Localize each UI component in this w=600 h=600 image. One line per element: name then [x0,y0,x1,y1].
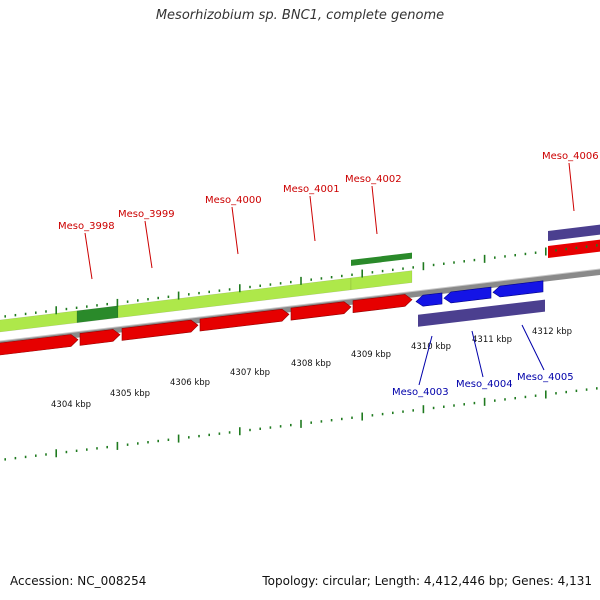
forward-gene-arrow[interactable] [0,334,79,356]
ruler-label: 4312 kbp [532,327,572,337]
ruler-label: 4304 kbp [51,400,91,410]
forward-gene-label[interactable]: Meso_4006 [542,151,599,162]
forward-cds-segment[interactable] [350,270,413,291]
ruler-label: 4309 kbp [351,350,391,360]
forward-gene-arrow[interactable] [548,239,600,258]
reverse-gene-label[interactable]: Meso_4004 [456,379,513,390]
reverse-gene-arrow[interactable] [492,280,544,298]
gene-leader-line [471,330,484,378]
forward-gene-arrow[interactable] [352,294,413,313]
accession-label: Accession: NC_008254 [10,574,147,588]
forward-gene-label[interactable]: Meso_3998 [58,221,115,232]
gene-leader-line [418,335,433,386]
ruler-label: 4308 kbp [291,359,331,369]
backbone-highlight [0,268,600,342]
page-title: Mesorhizobium sp. BNC1, complete genome [155,8,445,23]
gene-leader-line [231,206,239,255]
ruler-label: 4307 kbp [230,368,270,378]
forward-cds-segment[interactable] [0,310,78,333]
forward-cds-segment[interactable] [76,305,119,324]
upper-tick-track [4,244,598,318]
ruler-label: 4310 kbp [411,342,451,352]
forward-gene-label[interactable]: Meso_4001 [283,184,340,195]
reverse-gene-arrow[interactable] [415,292,443,307]
forward-cds-segment[interactable] [351,252,412,266]
reverse-gene-label[interactable]: Meso_4003 [392,387,449,398]
forward-gene-label[interactable]: Meso_3999 [118,209,175,220]
reverse-gene-arrow[interactable] [443,286,492,304]
topology-label: Topology: circular; Length: 4,412,446 bp… [262,574,592,588]
forward-gene-arrow[interactable] [290,301,352,321]
lower-tick-track [4,387,598,461]
forward-cds-segment[interactable] [548,224,600,241]
ruler-label: 4305 kbp [110,389,150,399]
reverse-cds-bar[interactable] [418,299,545,327]
forward-gene-arrow[interactable] [199,308,290,332]
ruler-label: 4311 kbp [472,335,512,345]
gene-leader-line [568,162,575,212]
ruler-label: 4306 kbp [170,378,210,388]
gene-leader-line [309,195,316,242]
forward-gene-label[interactable]: Meso_4002 [345,174,402,185]
gene-leader-line [144,220,153,269]
gene-leader-line [371,185,378,235]
forward-gene-arrow[interactable] [121,319,199,341]
reverse-gene-label[interactable]: Meso_4005 [517,372,574,383]
forward-gene-label[interactable]: Meso_4000 [205,195,262,206]
gene-leader-line [521,324,545,371]
forward-gene-arrow[interactable] [79,329,121,346]
gene-leader-line [84,232,93,280]
